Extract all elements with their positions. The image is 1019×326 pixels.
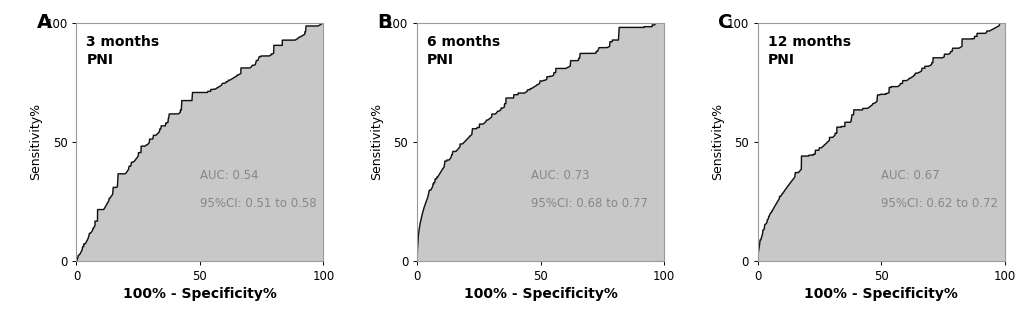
Text: C: C [717, 13, 732, 32]
Polygon shape [417, 23, 663, 261]
Text: AUC: 0.67: AUC: 0.67 [880, 169, 938, 182]
Text: B: B [377, 13, 392, 32]
Text: 95%CI: 0.68 to 0.77: 95%CI: 0.68 to 0.77 [530, 197, 647, 210]
Text: A: A [37, 13, 52, 32]
Text: AUC: 0.73: AUC: 0.73 [530, 169, 589, 182]
Polygon shape [76, 23, 323, 261]
X-axis label: 100% - Specificity%: 100% - Specificity% [804, 287, 957, 301]
X-axis label: 100% - Specificity%: 100% - Specificity% [123, 287, 276, 301]
Text: 95%CI: 0.51 to 0.58: 95%CI: 0.51 to 0.58 [200, 197, 316, 210]
Text: 12 months
PNI: 12 months PNI [767, 35, 850, 67]
Text: 3 months
PNI: 3 months PNI [87, 35, 159, 67]
Text: 6 months
PNI: 6 months PNI [427, 35, 499, 67]
Y-axis label: Sensitivity%: Sensitivity% [710, 103, 723, 180]
Text: 95%CI: 0.62 to 0.72: 95%CI: 0.62 to 0.72 [880, 197, 998, 210]
Y-axis label: Sensitivity%: Sensitivity% [370, 103, 383, 180]
X-axis label: 100% - Specificity%: 100% - Specificity% [464, 287, 616, 301]
Text: AUC: 0.54: AUC: 0.54 [200, 169, 258, 182]
Polygon shape [757, 23, 1004, 261]
Y-axis label: Sensitivity%: Sensitivity% [30, 103, 43, 180]
